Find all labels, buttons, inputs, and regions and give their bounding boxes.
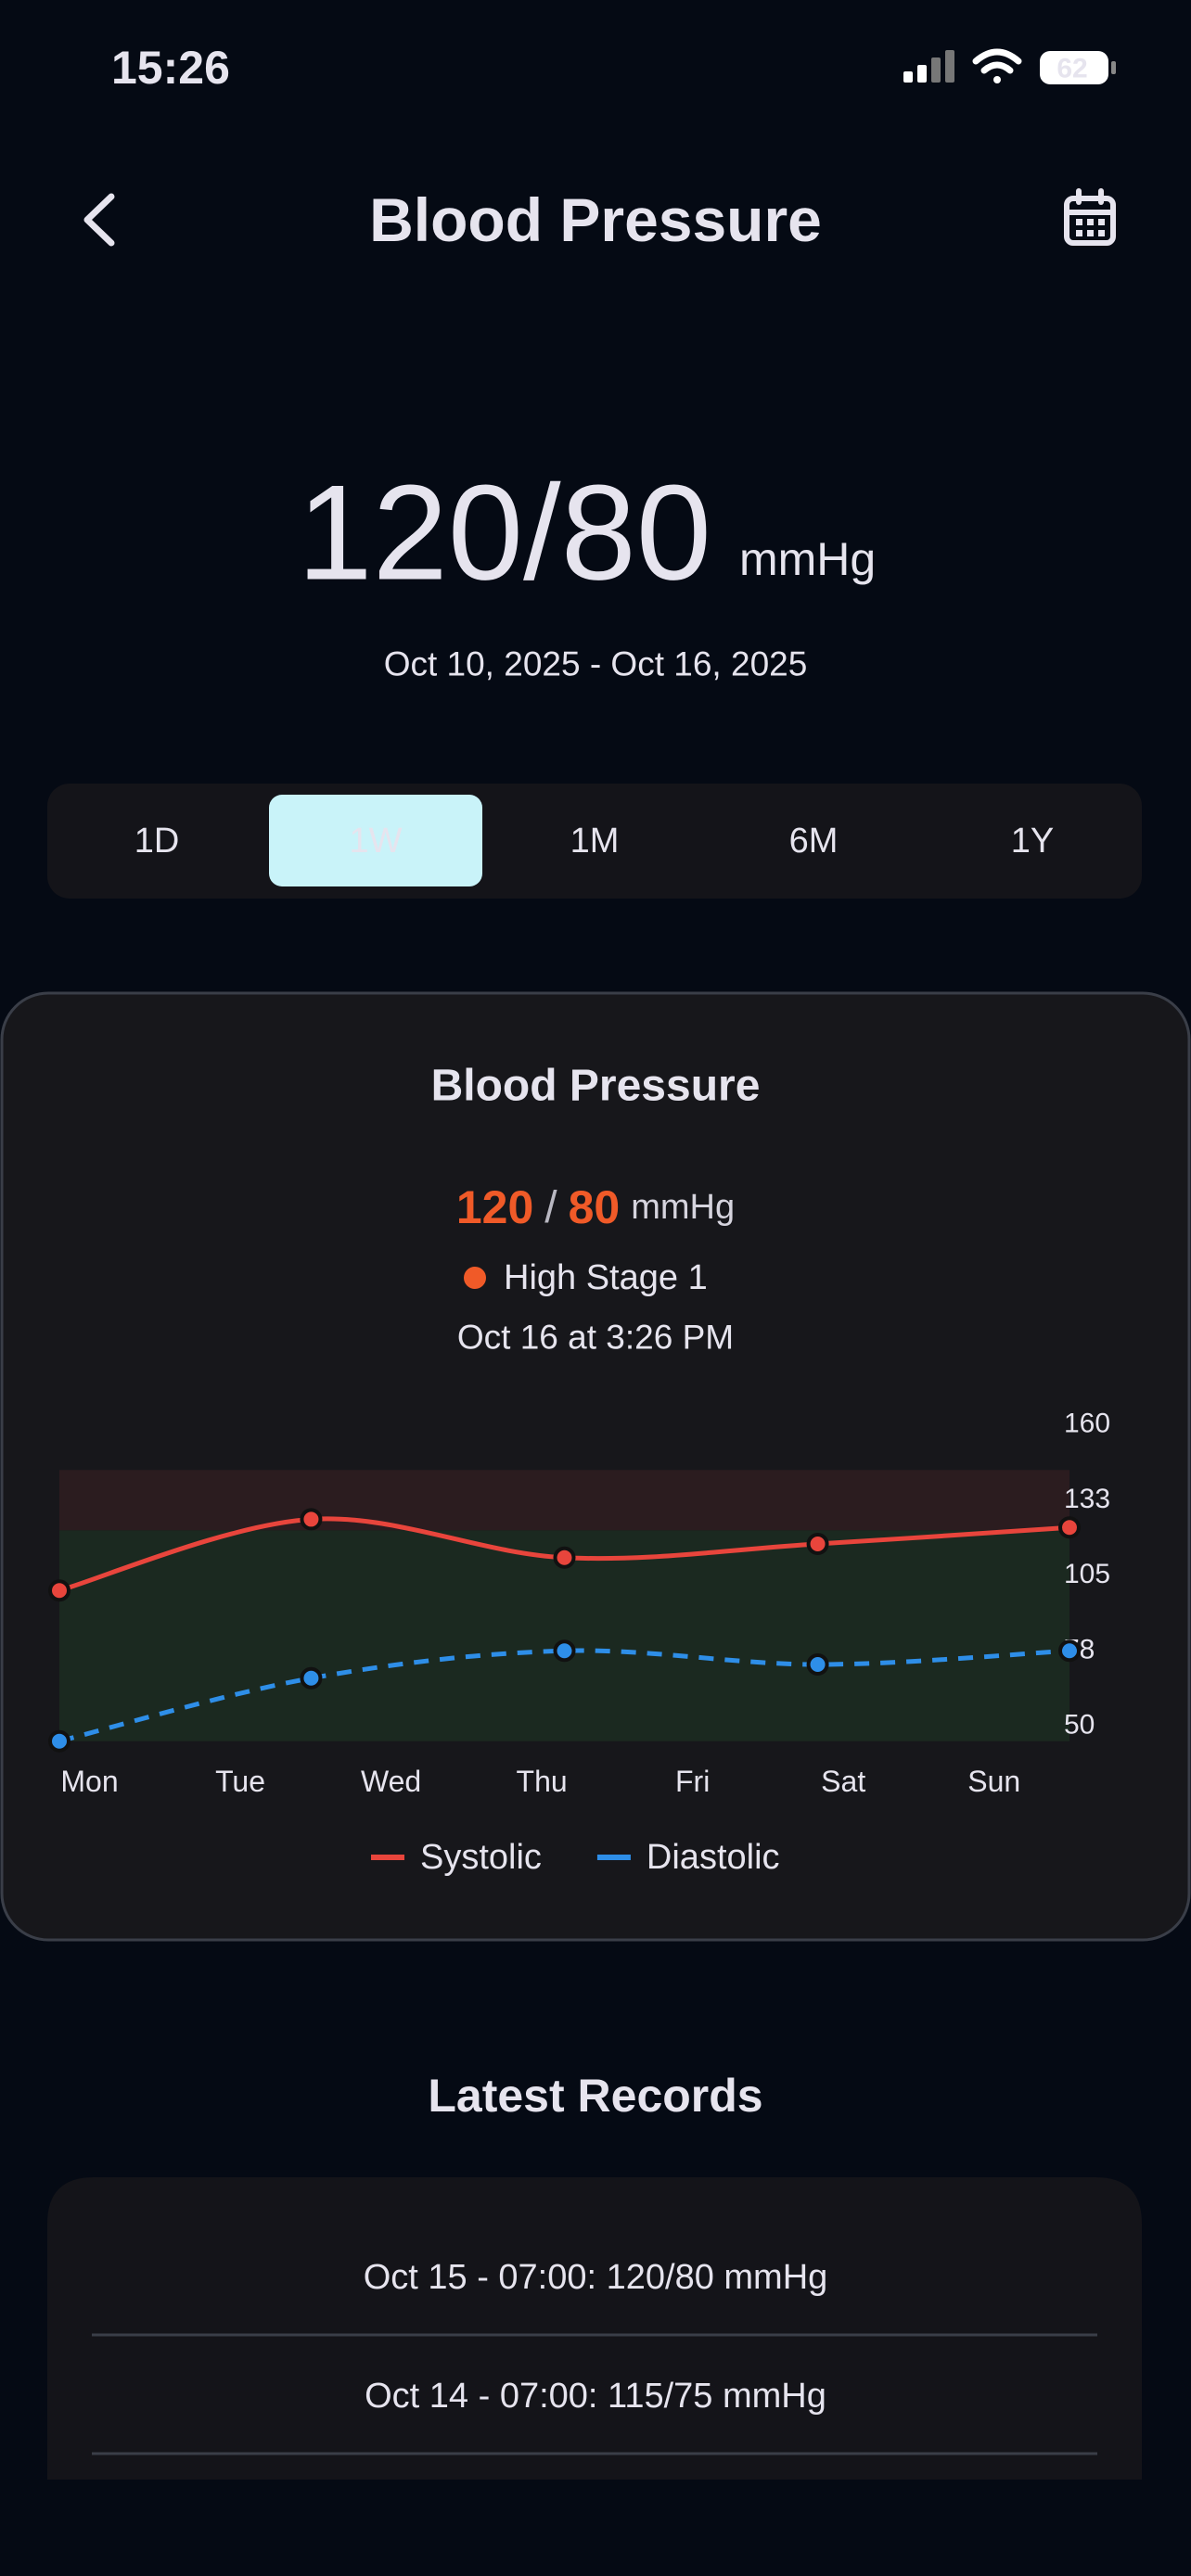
calendar-button[interactable] (1064, 188, 1116, 246)
x-tick-label: Tue (215, 1765, 265, 1798)
wifi-icon (972, 48, 1022, 83)
data-point (806, 1653, 829, 1676)
x-tick-label: Wed (361, 1765, 421, 1798)
signal-icon (903, 50, 954, 83)
data-point (553, 1639, 576, 1663)
x-tick-label: Sat (821, 1765, 865, 1798)
range-band (59, 1470, 1069, 1531)
battery-level: 62 (1057, 54, 1087, 84)
chart-title: Blood Pressure (431, 1062, 761, 1111)
battery-icon: 62 (1040, 51, 1116, 84)
data-point (300, 1666, 323, 1690)
y-tick-label: 160 (1064, 1409, 1110, 1439)
series-line (58, 1648, 1070, 1744)
x-tick-label: Mon (60, 1765, 118, 1798)
reading-separator: / (544, 1183, 557, 1232)
legend-label: Diastolic (647, 1838, 780, 1877)
tab-selected-bg (269, 795, 482, 886)
reading-systolic: 120 (456, 1181, 533, 1233)
data-point (806, 1533, 829, 1555)
back-button[interactable] (83, 193, 115, 247)
legend-label: Systolic (420, 1838, 542, 1877)
record-item[interactable]: Oct 14 - 07:00: 115/75 mmHg (365, 2377, 826, 2416)
status-time: 15:26 (111, 42, 230, 94)
summary-value: 120/80 (297, 457, 711, 608)
records-card (47, 2177, 1142, 2480)
reading-unit: mmHg (631, 1188, 735, 1227)
tab[interactable]: 6M (789, 822, 839, 861)
data-point (300, 1508, 323, 1531)
y-tick-label: 50 (1064, 1710, 1095, 1741)
x-tick-label: Sun (967, 1765, 1020, 1798)
tab[interactable]: 1W (350, 822, 403, 861)
data-point (48, 1579, 70, 1602)
tab[interactable]: 1Y (1011, 822, 1054, 861)
tab[interactable]: 1M (570, 822, 620, 861)
x-tick-label: Thu (517, 1765, 568, 1798)
data-point (48, 1729, 70, 1753)
records-title: Latest Records (428, 2070, 762, 2122)
data-point (1058, 1516, 1081, 1539)
date-range: Oct 10, 2025 - Oct 16, 2025 (384, 645, 808, 683)
y-tick-label: 105 (1064, 1559, 1110, 1589)
status-label: High Stage 1 (504, 1258, 708, 1297)
tabs: 1D 1W 1M 6M 1Y (134, 795, 1054, 886)
x-tick-label: Fri (675, 1765, 710, 1798)
tab[interactable]: 1D (134, 822, 180, 861)
y-tick-label: 133 (1064, 1484, 1110, 1514)
chart: 1601331057850MonTueWedThuFriSatSunSystol… (48, 1409, 1110, 1877)
summary-unit: mmHg (739, 533, 876, 585)
record-item[interactable]: Oct 15 - 07:00: 120/80 mmHg (364, 2258, 828, 2297)
data-point (553, 1546, 576, 1569)
reading-time: Oct 16 at 3:26 PM (457, 1319, 734, 1357)
header-title: Blood Pressure (369, 185, 822, 254)
reading-diastolic: 80 (569, 1181, 621, 1233)
reading: 120/80 mmHg (456, 1181, 735, 1233)
records: Oct 15 - 07:00: 120/80 mmHg Oct 14 - 07:0… (92, 2258, 1097, 2455)
status-dot (464, 1267, 486, 1289)
data-point (1058, 1639, 1081, 1663)
